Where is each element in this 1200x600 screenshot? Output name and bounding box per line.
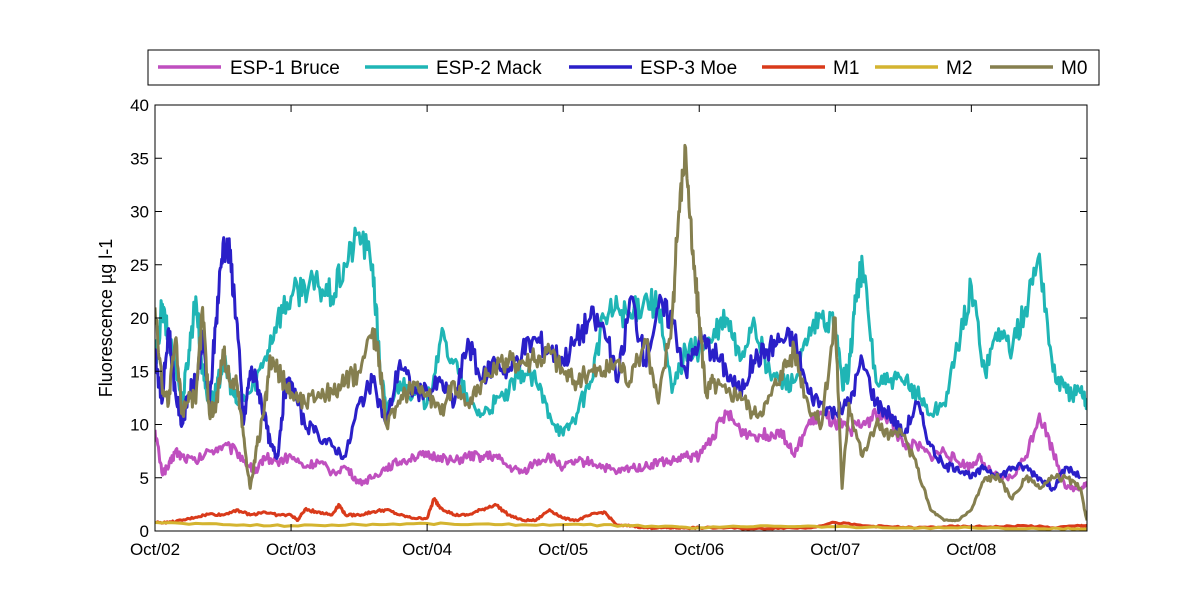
series-line-m2 xyxy=(155,521,1087,531)
series-line-esp-1-bruce xyxy=(155,407,1087,493)
legend-label: M1 xyxy=(833,58,859,79)
series-line-m0 xyxy=(155,143,1087,523)
y-tick-label: 30 xyxy=(130,203,149,222)
x-tick-label: Oct/07 xyxy=(810,540,860,559)
series-line-esp-2-mack xyxy=(155,226,1087,437)
y-tick-label: 5 xyxy=(140,469,149,488)
legend-label: ESP-3 Moe xyxy=(640,58,737,79)
x-tick-label: Oct/06 xyxy=(674,540,724,559)
y-axis-label: Fluorescence µg l-1 xyxy=(96,239,116,397)
y-tick-label: 10 xyxy=(130,416,149,435)
x-tick-label: Oct/02 xyxy=(130,540,180,559)
legend: ESP-1 Bruce ESP-2 Mack ESP-3 Moe M1 M2 M0 xyxy=(147,49,1100,86)
x-axis: Oct/02 Oct/03 Oct/04 Oct/05 Oct/06 Oct/07 Oct/… xyxy=(130,105,996,559)
series-line-m1 xyxy=(155,497,1087,531)
y-tick-label: 15 xyxy=(130,362,149,381)
x-tick-label: Oct/04 xyxy=(402,540,452,559)
series-layer xyxy=(155,143,1087,531)
legend-label: M2 xyxy=(946,58,972,79)
y-tick-label: 25 xyxy=(130,256,149,275)
x-tick-label: Oct/08 xyxy=(946,540,996,559)
y-axis: 0 5 10 15 20 25 30 35 40 xyxy=(130,96,1087,541)
y-tick-label: 0 xyxy=(140,522,149,541)
y-tick-label: 20 xyxy=(130,309,149,328)
y-tick-label: 40 xyxy=(130,96,149,115)
x-tick-label: Oct/05 xyxy=(538,540,588,559)
legend-label: ESP-2 Mack xyxy=(436,58,542,79)
legend-label: ESP-1 Bruce xyxy=(230,58,340,79)
legend-label: M0 xyxy=(1061,58,1087,79)
y-tick-label: 35 xyxy=(130,149,149,168)
x-tick-label: Oct/03 xyxy=(266,540,316,559)
